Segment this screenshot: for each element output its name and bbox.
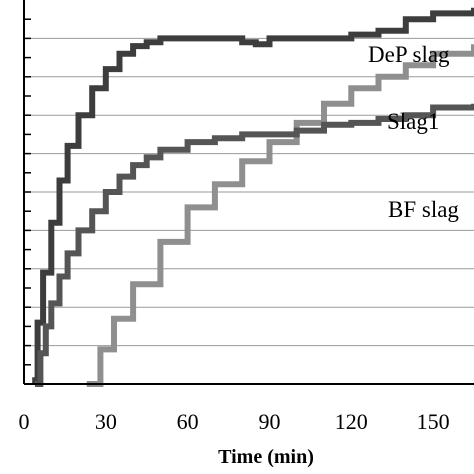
x-axis-tick-labels: 0 30 60 90 120 150 — [19, 409, 450, 434]
series-line — [34, 103, 474, 387]
series-labels: DeP slag Slag1 BF slag — [368, 42, 459, 222]
x-tick-label: 90 — [258, 409, 280, 434]
series-line — [86, 44, 474, 387]
series-lines — [32, 7, 474, 387]
x-tick-label: 150 — [417, 409, 450, 434]
x-tick-label: 30 — [95, 409, 117, 434]
x-tick-label: 0 — [19, 409, 30, 434]
series-label: Slag1 — [387, 109, 439, 134]
x-axis-title: Time (min) — [218, 446, 314, 468]
y-axis-ticks — [24, 18, 31, 366]
x-tick-label: 60 — [177, 409, 199, 434]
x-tick-label: 120 — [335, 409, 368, 434]
series-label: DeP slag — [368, 42, 450, 67]
series-label: BF slag — [388, 197, 459, 222]
gridlines — [24, 37, 474, 347]
series-line — [32, 7, 474, 384]
